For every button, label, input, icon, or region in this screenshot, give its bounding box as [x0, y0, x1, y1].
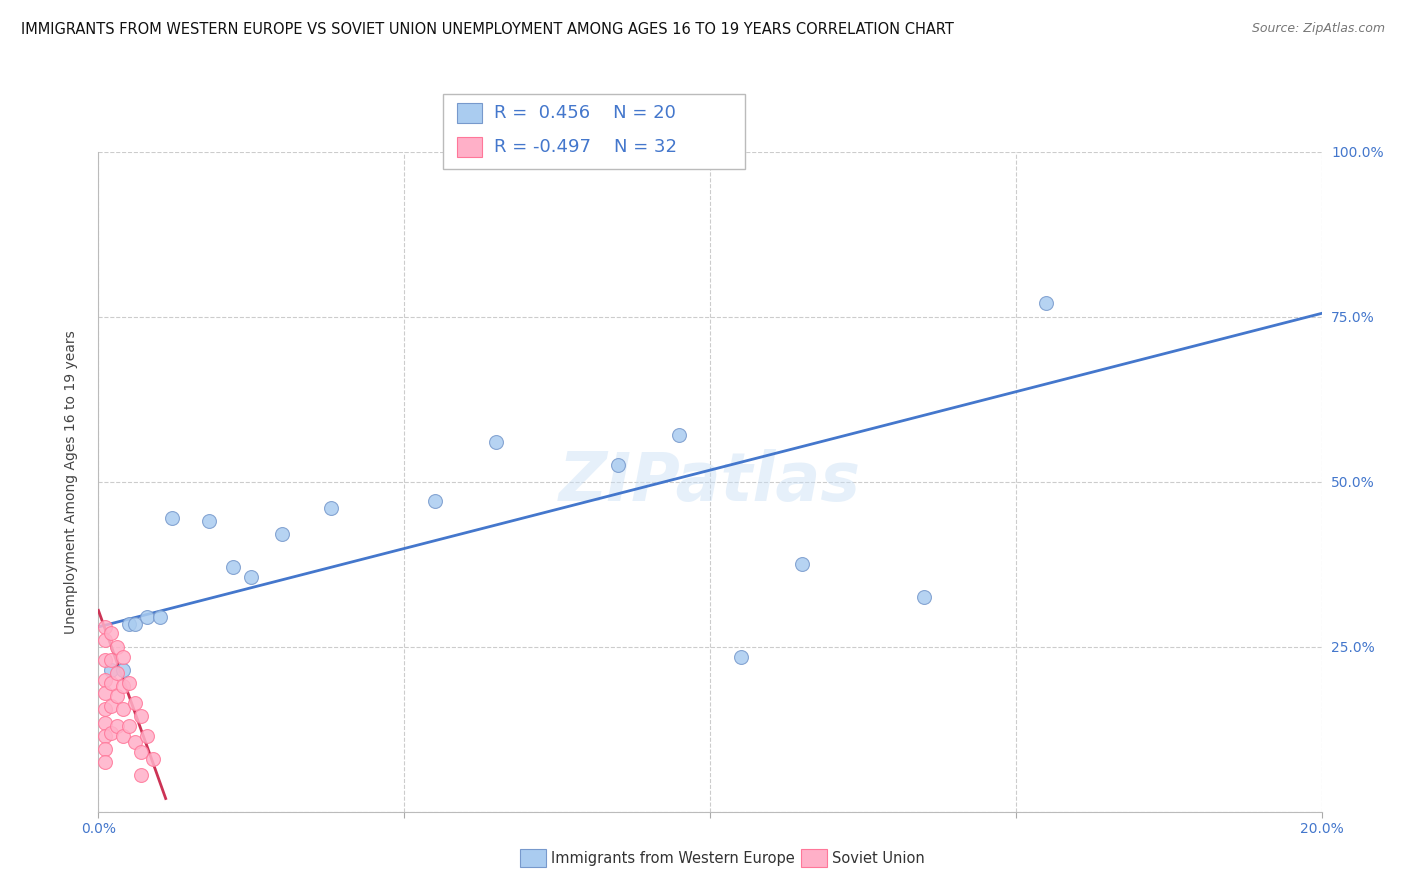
Point [93, 620, 115, 634]
Point [93, 702, 115, 716]
Point [100, 663, 122, 677]
Point [136, 610, 159, 624]
Point [105, 719, 128, 733]
Point [93, 673, 115, 687]
Point [118, 676, 141, 690]
Point [111, 663, 134, 677]
Point [142, 752, 165, 766]
Point [240, 570, 263, 584]
Point [270, 527, 292, 541]
Point [160, 511, 183, 525]
Point [93, 653, 115, 667]
Point [111, 679, 134, 693]
Point [129, 745, 152, 759]
Point [93, 742, 115, 756]
Point [118, 616, 141, 631]
Point [100, 699, 122, 714]
Y-axis label: Unemployment Among Ages 16 to 19 years: Unemployment Among Ages 16 to 19 years [63, 330, 77, 633]
Point [100, 653, 122, 667]
Text: ZIPatlas: ZIPatlas [560, 449, 860, 515]
Point [111, 729, 134, 743]
Point [423, 494, 446, 508]
Point [668, 428, 690, 442]
Point [1035, 296, 1057, 310]
Text: Soviet Union: Soviet Union [832, 851, 925, 865]
Point [118, 719, 141, 733]
Point [319, 501, 342, 516]
Point [111, 649, 134, 664]
Point [730, 649, 752, 664]
Point [111, 702, 134, 716]
Point [105, 666, 128, 681]
Point [790, 557, 813, 571]
Point [197, 514, 219, 528]
Text: Immigrants from Western Europe: Immigrants from Western Europe [551, 851, 794, 865]
Point [93, 686, 115, 700]
Point [93, 755, 115, 769]
Text: IMMIGRANTS FROM WESTERN EUROPE VS SOVIET UNION UNEMPLOYMENT AMONG AGES 16 TO 19 : IMMIGRANTS FROM WESTERN EUROPE VS SOVIET… [21, 22, 953, 37]
Text: R = -0.497    N = 32: R = -0.497 N = 32 [494, 138, 676, 156]
Point [129, 768, 152, 782]
Text: R =  0.456    N = 20: R = 0.456 N = 20 [494, 104, 675, 122]
Point [100, 676, 122, 690]
Point [149, 610, 172, 624]
Text: Source: ZipAtlas.com: Source: ZipAtlas.com [1251, 22, 1385, 36]
Point [124, 616, 146, 631]
Point [105, 640, 128, 654]
Point [93, 729, 115, 743]
Point [607, 458, 630, 473]
Point [93, 633, 115, 648]
Point [124, 735, 146, 749]
Point [222, 560, 245, 574]
Point [129, 709, 152, 723]
Point [912, 591, 935, 605]
Point [93, 715, 115, 730]
Point [100, 626, 122, 640]
Point [124, 696, 146, 710]
Point [105, 689, 128, 703]
Point [136, 729, 159, 743]
Point [485, 435, 508, 450]
Point [100, 725, 122, 739]
